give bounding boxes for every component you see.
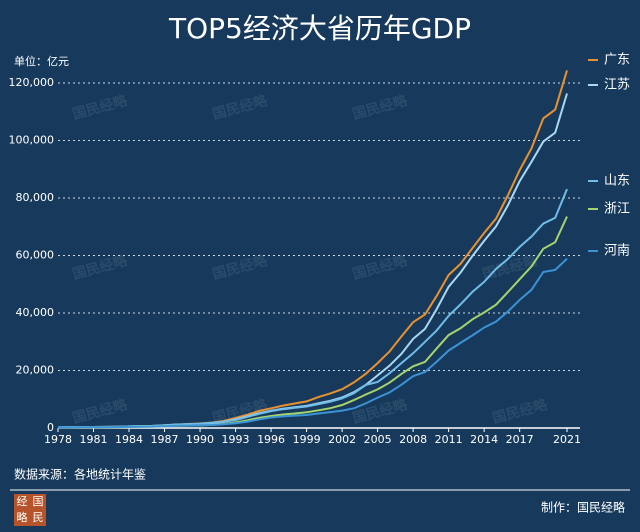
watermark: 国民经略 xyxy=(71,92,130,123)
x-tick-label: 1978 xyxy=(44,433,72,446)
x-tick-label: 1993 xyxy=(222,433,250,446)
watermark: 国民经略 xyxy=(351,396,410,427)
legend-label: 广东 xyxy=(604,53,630,68)
x-tick-label: 2002 xyxy=(328,433,356,446)
y-tick-label: 0 xyxy=(47,421,54,434)
x-tick-label: 1996 xyxy=(257,433,285,446)
logo-box xyxy=(14,494,46,526)
x-tick-label: 2014 xyxy=(470,433,498,446)
logo-char: 国 xyxy=(33,495,44,508)
y-tick-label: 80,000 xyxy=(16,191,55,204)
x-tick-label: 2011 xyxy=(435,433,463,446)
y-tick-label: 60,000 xyxy=(16,249,55,262)
y-tick-label: 40,000 xyxy=(16,306,55,319)
legend-label: 浙江 xyxy=(604,202,630,217)
x-tick-label: 1981 xyxy=(80,433,108,446)
series-line xyxy=(57,216,568,429)
watermark: 国民经略 xyxy=(211,252,270,283)
watermark: 国民经略 xyxy=(351,92,410,123)
watermark: 国民经略 xyxy=(211,92,270,123)
series-line xyxy=(57,70,568,429)
legend-label: 江苏 xyxy=(604,77,630,93)
logo-char: 民 xyxy=(33,511,44,524)
y-tick-label: 20,000 xyxy=(16,364,55,377)
x-tick-label: 1990 xyxy=(186,433,214,446)
x-tick-label: 2008 xyxy=(399,433,427,446)
source: 数据来源：各地统计年鉴 xyxy=(14,467,146,482)
credit: 制作：国民经略 xyxy=(541,500,625,515)
x-tick-label: 1984 xyxy=(115,433,143,446)
watermark: 国民经略 xyxy=(71,252,130,283)
unit-label: 单位：亿元 xyxy=(14,54,69,68)
watermark: 国民经略 xyxy=(351,252,410,283)
y-tick-label: 120,000 xyxy=(9,76,55,89)
logo-char: 略 xyxy=(17,510,28,524)
y-tick-label: 100,000 xyxy=(9,134,55,147)
x-tick-label: 1987 xyxy=(151,433,179,446)
series-line xyxy=(58,257,568,429)
x-tick-label: 2017 xyxy=(506,433,534,446)
series-line xyxy=(57,93,568,429)
watermark: 国民经略 xyxy=(491,396,550,427)
legend-label: 河南 xyxy=(604,243,630,259)
legend-label: 山东 xyxy=(604,174,630,189)
x-tick-label: 2005 xyxy=(364,433,392,446)
watermark: 国民经略 xyxy=(71,396,130,427)
logo-char: 经 xyxy=(17,495,28,508)
x-tick-label: 1999 xyxy=(293,433,321,446)
chart-title: TOP5经济大省历年GDP xyxy=(168,12,471,45)
x-tick-label: 2021 xyxy=(553,433,581,446)
